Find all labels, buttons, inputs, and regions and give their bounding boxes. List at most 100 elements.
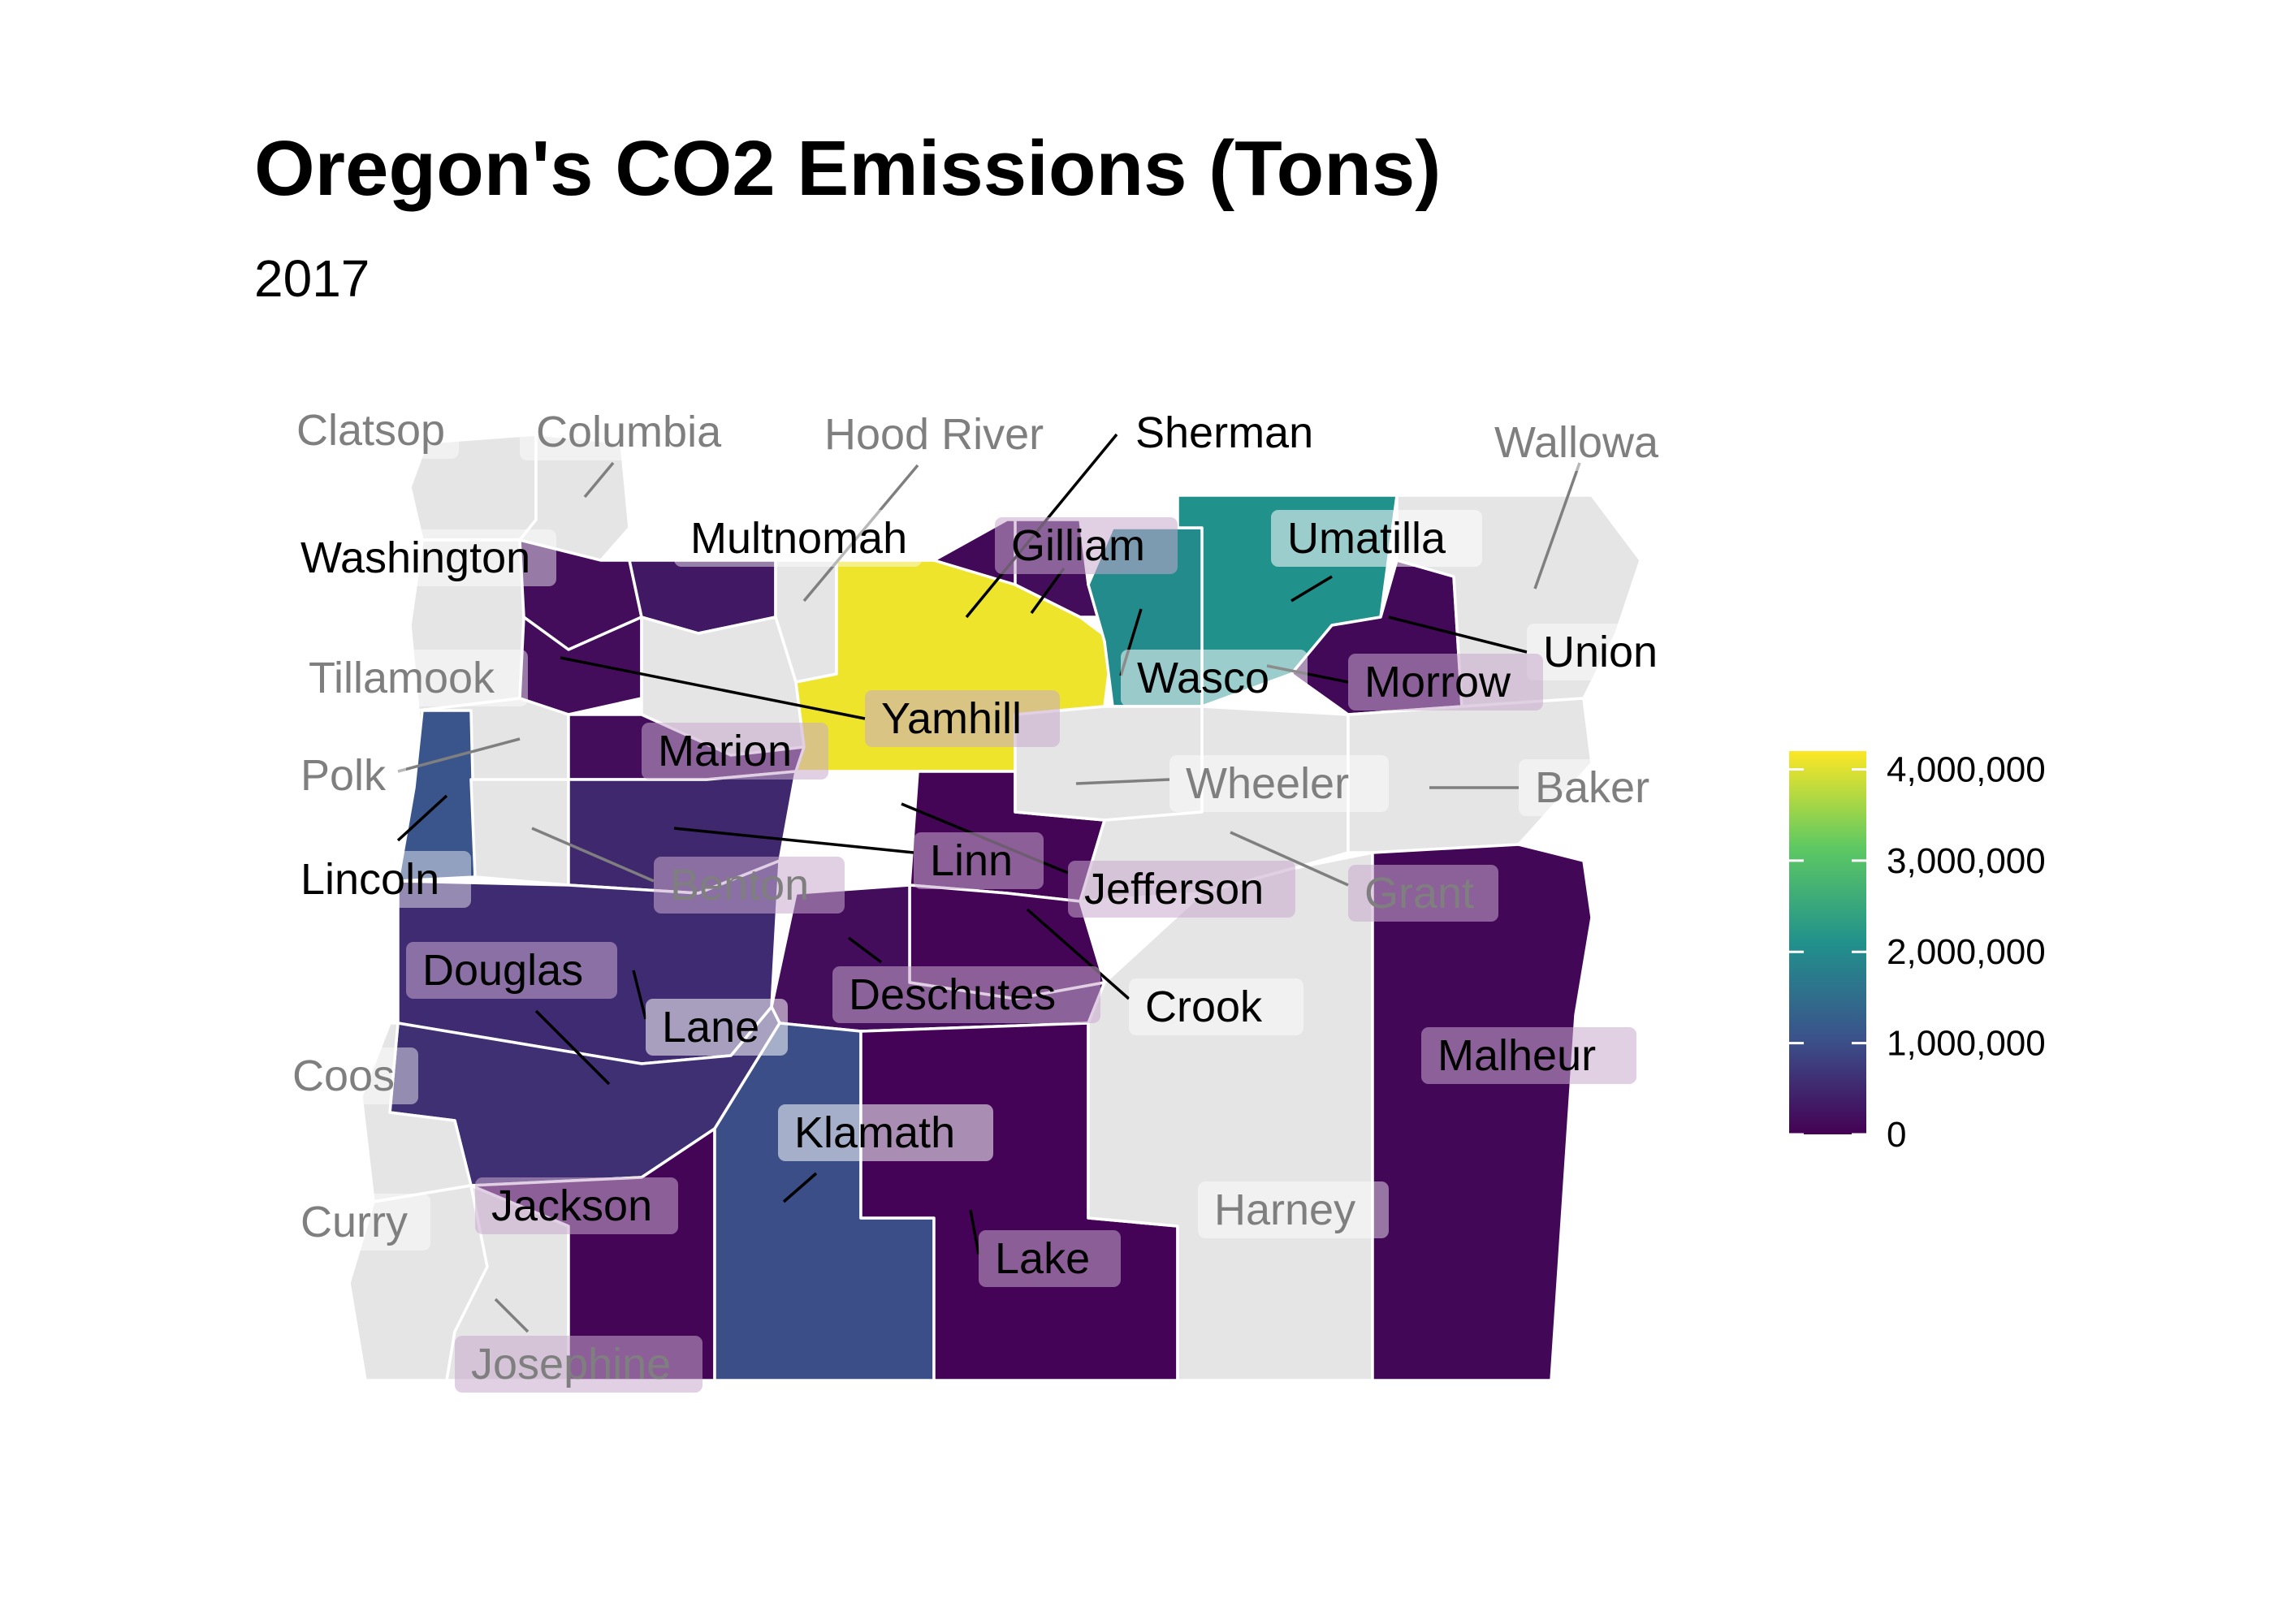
legend-colorbar <box>1789 751 1866 1134</box>
legend-ticks: 4,000,000 3,000,000 2,000,000 1,000,000 0 <box>1789 749 2046 1155</box>
county-label-box-lincoln <box>284 851 471 908</box>
county-label-clatsop: Clatsop <box>280 402 459 459</box>
county-label-box-tillamook <box>292 650 528 706</box>
county-label-linn: Linn <box>914 832 1044 889</box>
leader-line-grant <box>1230 831 1349 887</box>
county-label-text-malheur: Malheur <box>1437 1031 1596 1080</box>
county-label-klamath: Klamath <box>778 1104 993 1161</box>
county-label-box-hood-river <box>808 406 1076 463</box>
county-label-crook: Crook <box>1129 978 1303 1035</box>
leader-line-klamath <box>782 1172 818 1203</box>
county-label-box-linn <box>914 832 1044 889</box>
county-label-box-jefferson <box>1068 861 1295 918</box>
county-label-box-polk <box>284 747 406 804</box>
county-label-box-jackson <box>475 1177 678 1234</box>
county-label-text-jackson: Jackson <box>491 1181 652 1230</box>
leader-line-crook <box>1026 908 1131 1000</box>
county-lincoln <box>396 709 477 883</box>
leader-line-wallowa <box>1533 462 1581 590</box>
county-label-polk: Polk <box>284 747 406 804</box>
county-label-text-deschutes: Deschutes <box>849 970 1056 1019</box>
county-label-text-douglas: Douglas <box>422 946 583 995</box>
county-label-box-marion <box>642 723 828 780</box>
county-label-box-harney <box>1198 1181 1389 1238</box>
county-label-box-lane <box>646 999 788 1056</box>
county-label-text-lincoln: Lincoln <box>300 855 439 904</box>
county-label-box-wasco <box>1121 650 1308 706</box>
county-label-text-jefferson: Jefferson <box>1084 865 1264 914</box>
county-label-text-columbia: Columbia <box>536 408 722 456</box>
county-label-box-deschutes <box>832 966 1100 1023</box>
county-label-box-lake <box>979 1230 1121 1287</box>
county-label-lincoln: Lincoln <box>284 851 471 908</box>
county-label-box-malheur <box>1421 1027 1636 1084</box>
legend-tick-label: 1,000,000 <box>1887 1024 2046 1064</box>
county-label-box-grant <box>1348 865 1498 922</box>
county-label-box-columbia <box>520 404 735 460</box>
county-label-text-gilliam: Gilliam <box>1011 521 1145 570</box>
county-label-umatilla: Umatilla <box>1271 510 1482 567</box>
map-subtitle: 2017 <box>254 249 370 308</box>
county-labels-layer: Clatsop Columbia Hood River Sherman Wallowa W… <box>276 402 1693 1393</box>
county-label-box-yamhill <box>865 690 1060 747</box>
county-label-lake: Lake <box>979 1230 1121 1287</box>
county-label-box-douglas <box>406 942 617 999</box>
county-label-box-multnomah <box>674 510 922 567</box>
county-label-box-washington <box>284 529 556 586</box>
leader-line-yamhill <box>560 656 866 720</box>
county-label-text-tillamook: Tillamook <box>309 654 495 702</box>
county-label-text-wallowa: Wallowa <box>1494 418 1659 467</box>
county-label-union: Union <box>1527 624 1681 680</box>
county-label-text-lane: Lane <box>662 1003 759 1052</box>
legend-tick-label: 4,000,000 <box>1887 749 2046 789</box>
county-label-box-baker <box>1519 759 1689 816</box>
leader-line-lane <box>632 970 647 1020</box>
county-label-curry: Curry <box>284 1194 430 1250</box>
leader-line-gilliam <box>1030 567 1066 615</box>
county-label-yamhill: Yamhill <box>865 690 1060 747</box>
county-label-text-harney: Harney <box>1214 1186 1355 1234</box>
county-label-gilliam: Gilliam <box>995 517 1178 574</box>
county-label-text-yamhill: Yamhill <box>881 694 1022 743</box>
leader-line-lake <box>969 1209 980 1255</box>
county-label-text-benton: Benton <box>670 861 809 909</box>
county-label-box-union <box>1527 624 1681 680</box>
county-label-text-josephine: Josephine <box>471 1340 671 1389</box>
county-coos <box>360 1021 473 1203</box>
county-label-box-wallowa <box>1478 414 1693 471</box>
leader-line-polk <box>397 737 521 773</box>
county-label-box-klamath <box>778 1104 993 1161</box>
county-label-baker: Baker <box>1519 759 1689 816</box>
county-label-text-wasco: Wasco <box>1137 654 1269 702</box>
leader-line-deschutes <box>847 936 883 964</box>
county-label-text-washington: Washington <box>300 533 530 582</box>
county-label-multnomah: Multnomah <box>674 510 922 567</box>
county-label-text-umatilla: Umatilla <box>1287 514 1446 563</box>
county-label-box-clatsop <box>280 402 459 459</box>
county-label-text-multnomah: Multnomah <box>690 514 907 563</box>
county-label-text-union: Union <box>1543 628 1658 676</box>
county-label-box-josephine <box>455 1336 703 1393</box>
leader-line-hood-river <box>802 464 919 603</box>
county-label-text-morrow: Morrow <box>1364 658 1511 706</box>
county-label-sherman: Sherman <box>1119 404 1338 461</box>
county-label-box-wheeler <box>1169 755 1389 812</box>
county-label-morrow: Morrow <box>1348 654 1543 710</box>
county-label-deschutes: Deschutes <box>832 966 1100 1023</box>
county-label-malheur: Malheur <box>1421 1027 1636 1084</box>
county-label-tillamook: Tillamook <box>292 650 528 706</box>
county-label-grant: Grant <box>1348 865 1498 922</box>
county-label-jefferson: Jefferson <box>1068 861 1295 918</box>
county-label-text-klamath: Klamath <box>794 1108 955 1157</box>
legend-tick-label: 0 <box>1887 1115 1906 1155</box>
county-label-box-coos <box>276 1047 418 1104</box>
county-label-text-sherman: Sherman <box>1135 408 1313 457</box>
county-label-box-morrow <box>1348 654 1543 710</box>
county-label-hood-river: Hood River <box>808 406 1076 463</box>
leader-line-josephine <box>494 1298 530 1333</box>
county-label-text-marion: Marion <box>658 727 792 775</box>
county-label-lane: Lane <box>646 999 788 1056</box>
county-label-washington: Washington <box>284 529 556 586</box>
county-label-text-baker: Baker <box>1535 763 1649 812</box>
